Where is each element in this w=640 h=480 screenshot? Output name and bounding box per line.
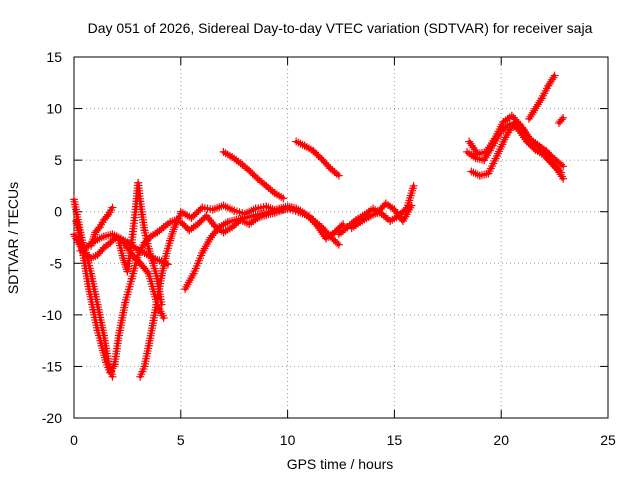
y-axis-tick-label: 15 [46,49,62,65]
data-point [106,238,115,247]
data-point [409,181,418,190]
data-point [108,372,117,381]
series-14 [347,199,416,233]
series-11 [219,147,288,203]
data-point [334,240,343,249]
series-4 [76,230,172,269]
y-axis-tick-label: 5 [54,152,62,168]
series-19 [554,113,568,127]
data-point [107,237,116,246]
data-point [559,162,568,171]
data-point [407,201,416,210]
series-9 [176,203,348,243]
y-axis-tick-label: 0 [54,204,62,220]
x-axis-tick-label: 0 [70,432,78,448]
series-15 [463,120,565,177]
x-axis-label: GPS time / hours [287,456,394,472]
series-5 [87,203,117,250]
plot-area-frame [73,56,609,419]
x-axis-tick-label: 10 [280,432,296,448]
y-axis-tick-label: 10 [46,101,62,117]
data-point [334,171,343,180]
data-point [108,203,117,212]
x-axis-tick-label: 15 [387,432,403,448]
y-axis-tick-label: -20 [42,410,62,426]
series-7 [136,209,185,381]
y-axis-label: SDTVAR / TECUs [5,182,21,294]
x-axis-tick-label: 25 [600,432,616,448]
data-point [339,220,348,229]
x-axis-tick-label: 20 [493,432,509,448]
series-13 [334,181,418,239]
data-point [164,260,172,269]
series-17 [467,119,568,183]
data-point [159,313,168,322]
y-axis-tick-label: -15 [42,358,62,374]
chart-title: Day 051 of 2026, Sidereal Day-to-day VTE… [88,20,593,36]
series-10 [176,201,313,222]
data-point [559,174,568,183]
tick-layer: 0 5 10 15 20 25 15 10 5 0 -5 -10 -15 -20 [42,49,616,448]
x-axis-tick-label: 5 [177,432,185,448]
y-axis-tick-label: -10 [42,307,62,323]
series-trace [465,122,563,175]
series-18 [524,71,559,123]
data-series-layer [70,71,568,381]
y-axis-tick-label: -5 [50,255,63,271]
data-point [279,194,288,203]
grid-layer [74,57,608,418]
series-12 [292,137,343,180]
data-point [559,113,568,122]
data-point [109,235,118,244]
data-point [304,211,313,220]
data-point [550,71,559,80]
series-trace [557,116,565,125]
